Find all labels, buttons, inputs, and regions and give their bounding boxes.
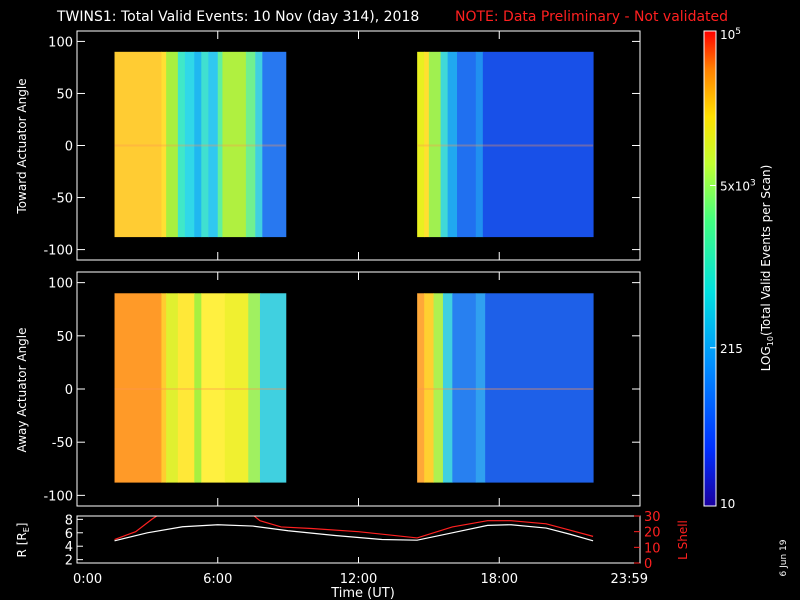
y-tick-label: 100 bbox=[48, 277, 73, 292]
colorbar-tick-label: 215 bbox=[720, 342, 743, 356]
heatmap-band bbox=[417, 51, 425, 238]
heatmap-band bbox=[245, 51, 256, 238]
y-tick-label: -50 bbox=[52, 436, 73, 451]
heatmap-band bbox=[222, 51, 247, 238]
heatmap-band bbox=[259, 293, 287, 483]
heatmap-band bbox=[194, 293, 202, 483]
toward-panel: 100 50 0 -50 -100 bbox=[43, 30, 641, 261]
heatmap-band bbox=[424, 51, 430, 238]
heatmap-band bbox=[417, 293, 425, 483]
heatmap-band bbox=[184, 51, 195, 238]
colorbar-tick-label: 5x103 bbox=[720, 178, 756, 193]
preliminary-note: NOTE: Data Preliminary - Not validated bbox=[455, 9, 728, 25]
heatmap-band bbox=[447, 51, 458, 238]
heatmap-band bbox=[248, 293, 261, 483]
x-tick-label: 0:00 bbox=[73, 572, 102, 587]
lshell-ylabel: L Shell bbox=[676, 520, 690, 560]
heatmap-band bbox=[166, 51, 179, 238]
heatmap-band bbox=[217, 51, 223, 238]
heatmap-band bbox=[457, 51, 477, 238]
heatmap-band bbox=[224, 293, 249, 483]
heatmap-band bbox=[482, 51, 594, 238]
r-distance-line bbox=[114, 524, 594, 542]
y2-tick-label: 30 bbox=[644, 510, 661, 525]
y-tick-label: 0 bbox=[65, 140, 73, 155]
toward-ylabel: Toward Actuator Angle bbox=[15, 78, 29, 214]
date-stamp: 6 Jun 19 bbox=[779, 539, 789, 576]
heatmap-band bbox=[485, 293, 594, 483]
y-tick-label: 4 bbox=[65, 540, 73, 555]
heatmap-band bbox=[166, 293, 179, 483]
r-ylabel: R [RE] bbox=[15, 523, 31, 558]
heatmap-band bbox=[201, 51, 209, 238]
heatmap-band bbox=[424, 293, 435, 483]
heatmap-band bbox=[161, 293, 167, 483]
heatmap-band bbox=[208, 51, 219, 238]
y-tick-label: 100 bbox=[48, 35, 73, 50]
y-tick-label: -100 bbox=[43, 489, 73, 504]
y-tick-label: 2 bbox=[65, 554, 73, 569]
away-ylabel: Away Actuator Angle bbox=[15, 327, 29, 452]
heatmap-band bbox=[440, 51, 449, 238]
y-tick-label: 0 bbox=[65, 383, 73, 398]
heatmap-band bbox=[177, 293, 195, 483]
x-tick-label: 23:59 bbox=[611, 572, 648, 587]
chart-title: TWINS1: Total Valid Events: 10 Nov (day … bbox=[56, 9, 419, 25]
y-tick-label: 50 bbox=[56, 330, 73, 345]
time-axis-label: Time (UT) bbox=[330, 586, 395, 600]
y2-tick-label: 0 bbox=[644, 557, 652, 572]
heatmap-band bbox=[177, 51, 186, 238]
heatmap-band bbox=[114, 293, 162, 483]
lshell-line bbox=[253, 516, 594, 539]
x-tick-label: 6:00 bbox=[203, 572, 232, 587]
heatmap-band bbox=[475, 293, 486, 483]
colorbar-tick-label: 10 bbox=[720, 497, 735, 511]
y-tick-label: 8 bbox=[65, 513, 73, 528]
y-tick-label: -50 bbox=[52, 192, 73, 207]
heatmap-band bbox=[452, 293, 477, 483]
heatmap-band bbox=[194, 51, 202, 238]
heatmap-band bbox=[201, 293, 226, 483]
y-tick-label: 6 bbox=[65, 527, 73, 542]
heatmap-band bbox=[114, 51, 162, 238]
heatmap-band bbox=[475, 51, 484, 238]
colorbar-gradient bbox=[703, 30, 717, 507]
colorbar-label: LOG10(Total Valid Events per Scan) bbox=[759, 165, 775, 372]
y-tick-label: 50 bbox=[56, 87, 73, 102]
lshell-line bbox=[114, 516, 158, 541]
panel-frame bbox=[76, 515, 641, 564]
y-tick-label: -100 bbox=[43, 244, 73, 259]
y2-tick-label: 10 bbox=[644, 541, 661, 556]
heatmap-band bbox=[262, 51, 287, 238]
heatmap-band bbox=[433, 293, 444, 483]
heatmap-band bbox=[428, 51, 442, 238]
y2-tick-label: 20 bbox=[644, 526, 661, 541]
away-panel: 100 50 0 -50 -100 bbox=[43, 271, 641, 507]
x-tick-label: 18:00 bbox=[481, 572, 518, 587]
heatmap-band bbox=[442, 293, 453, 483]
colorbar: 10 215 5x103 105 bbox=[703, 27, 756, 511]
colorbar-tick-label: 105 bbox=[720, 27, 741, 42]
heatmap-band bbox=[255, 51, 263, 238]
x-tick-label: 12:00 bbox=[340, 572, 377, 587]
heatmap-band bbox=[161, 51, 167, 238]
